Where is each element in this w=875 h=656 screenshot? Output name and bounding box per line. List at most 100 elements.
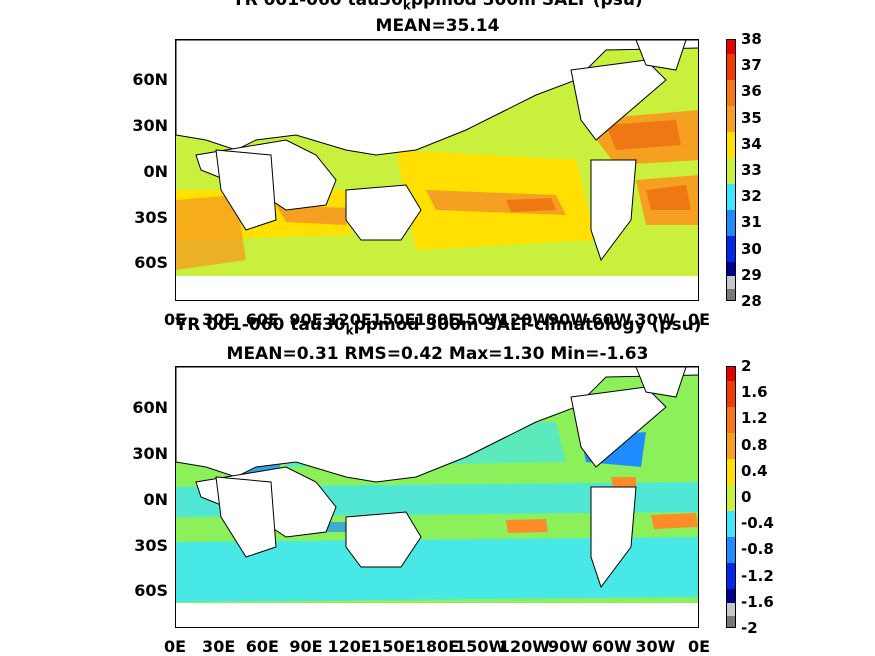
xtick-label: 90W: [548, 310, 588, 329]
top-cb-seg: [727, 289, 735, 300]
colorbar-tick-label: 35: [741, 108, 762, 127]
bottom-cb-seg: [727, 589, 735, 603]
colorbar-tick-label: 0.8: [741, 435, 768, 454]
top-land-eurasia-north: [176, 40, 698, 156]
top-map: [175, 39, 699, 301]
bottom-cb-seg: [727, 616, 735, 627]
bottom-title-line1: YR 001-060 tau30kppmod 300m SALT-climato…: [175, 315, 702, 338]
xtick-label: 180E: [414, 637, 460, 656]
top-ytick-30s: 30S: [134, 208, 168, 227]
xtick-label: 90E: [289, 637, 323, 656]
top-cb-seg: [727, 40, 735, 54]
top-south-indian-orange: [276, 205, 351, 225]
xtick-label: 60E: [245, 637, 279, 656]
colorbar-tick-label: -1.6: [741, 592, 774, 611]
colorbar-tick-label: 31: [741, 213, 762, 232]
top-title-line1: YR 001-060 tau30kppmod 300m SALT (psu): [232, 0, 643, 13]
colorbar-tick-label: -2: [741, 619, 758, 637]
xtick-label: 150W: [455, 310, 507, 329]
xtick-label: 0E: [687, 310, 711, 329]
bottom-pacific-orange: [506, 519, 548, 533]
top-land-greenland: [635, 40, 687, 71]
xtick-label: 120W: [498, 637, 550, 656]
colorbar-tick-label: 30: [741, 239, 762, 258]
bottom-land-greenland: [635, 367, 687, 398]
bottom-atlantic-orange: [651, 513, 698, 529]
top-cb-seg: [727, 184, 735, 210]
top-land-south-america: [590, 159, 637, 262]
xtick-label: 60W: [591, 310, 632, 329]
top-colorbar: [726, 39, 736, 301]
bottom-land-south-america: [590, 486, 637, 589]
bottom-land-eurasia-north: [176, 367, 698, 483]
xtick-label: 0E: [687, 637, 711, 656]
bottom-cb-seg: [727, 459, 735, 485]
top-ytick-30n: 30N: [132, 116, 168, 135]
bottom-south-cyan: [176, 537, 698, 602]
xtick-label: 30W: [635, 310, 676, 329]
xtick-label: 30E: [202, 637, 236, 656]
bottom-land-australia: [345, 511, 422, 568]
top-map-svg: [176, 40, 698, 300]
top-ytick-0n: 0N: [143, 162, 168, 181]
bottom-land-africa: [215, 476, 277, 558]
top-land-australia: [345, 184, 422, 241]
xtick-label: 0E: [163, 310, 187, 329]
bottom-cb-seg: [727, 367, 735, 381]
xtick-label: 150E: [371, 637, 416, 656]
xtick-label: 120W: [498, 310, 550, 329]
bottom-cb-seg: [727, 433, 735, 459]
top-ytick-60s: 60S: [134, 253, 168, 272]
colorbar-tick-label: 36: [741, 82, 762, 101]
xtick-label: 150E: [371, 310, 416, 329]
bottom-cb-seg: [727, 511, 735, 537]
colorbar-tick-label: -0.8: [741, 540, 774, 559]
bottom-cb-seg: [727, 381, 735, 407]
colorbar-tick-label: 1.2: [741, 409, 768, 428]
top-pacific-red: [506, 198, 556, 212]
xtick-label: 60W: [591, 637, 632, 656]
bottom-cb-seg: [727, 485, 735, 511]
colorbar-tick-label: 29: [741, 265, 762, 284]
bottom-map-svg: [176, 367, 698, 627]
xtick-label: 120E: [327, 310, 372, 329]
xtick-label: 30E: [202, 310, 236, 329]
top-cb-seg: [727, 132, 735, 158]
colorbar-tick-label: 34: [741, 134, 762, 153]
bottom-ytick-0n: 0N: [143, 490, 168, 509]
xtick-label: 90E: [289, 310, 323, 329]
top-cb-seg: [727, 276, 735, 289]
bottom-cb-seg: [727, 603, 735, 616]
bottom-colorbar: [726, 366, 736, 628]
bottom-map: [175, 366, 699, 628]
top-land-africa: [215, 149, 277, 231]
colorbar-tick-label: 33: [741, 161, 762, 179]
top-cb-seg: [727, 158, 735, 184]
xtick-label: 90W: [548, 637, 588, 656]
colorbar-tick-label: 38: [741, 30, 762, 48]
top-west-indian-orange: [176, 195, 246, 270]
xtick-label: 150W: [455, 637, 507, 656]
colorbar-tick-label: -1.2: [741, 566, 774, 585]
top-antarctica: [176, 276, 698, 300]
bottom-cb-seg: [727, 537, 735, 563]
bottom-cb-seg: [727, 563, 735, 589]
colorbar-tick-label: 2: [741, 357, 752, 375]
top-atlantic-red: [606, 120, 681, 150]
xtick-label: 0E: [163, 637, 187, 656]
top-cb-seg: [727, 210, 735, 236]
bottom-ytick-30n: 30N: [132, 444, 168, 463]
bottom-title-line2: MEAN=0.31 RMS=0.42 Max=1.30 Min=-1.63: [226, 344, 649, 364]
top-cb-seg: [727, 236, 735, 262]
bottom-cb-seg: [727, 407, 735, 433]
top-ytick-60n: 60N: [132, 70, 168, 89]
bottom-ytick-60n: 60N: [132, 398, 168, 417]
colorbar-tick-label: -0.4: [741, 514, 774, 533]
bottom-ytick-60s: 60S: [134, 581, 168, 600]
top-cb-seg: [727, 80, 735, 106]
xtick-label: 60E: [245, 310, 279, 329]
top-title-line2: MEAN=35.14: [375, 16, 500, 36]
colorbar-tick-label: 37: [741, 56, 762, 75]
xtick-label: 180E: [414, 310, 460, 329]
top-south-atlantic-red: [646, 185, 691, 210]
